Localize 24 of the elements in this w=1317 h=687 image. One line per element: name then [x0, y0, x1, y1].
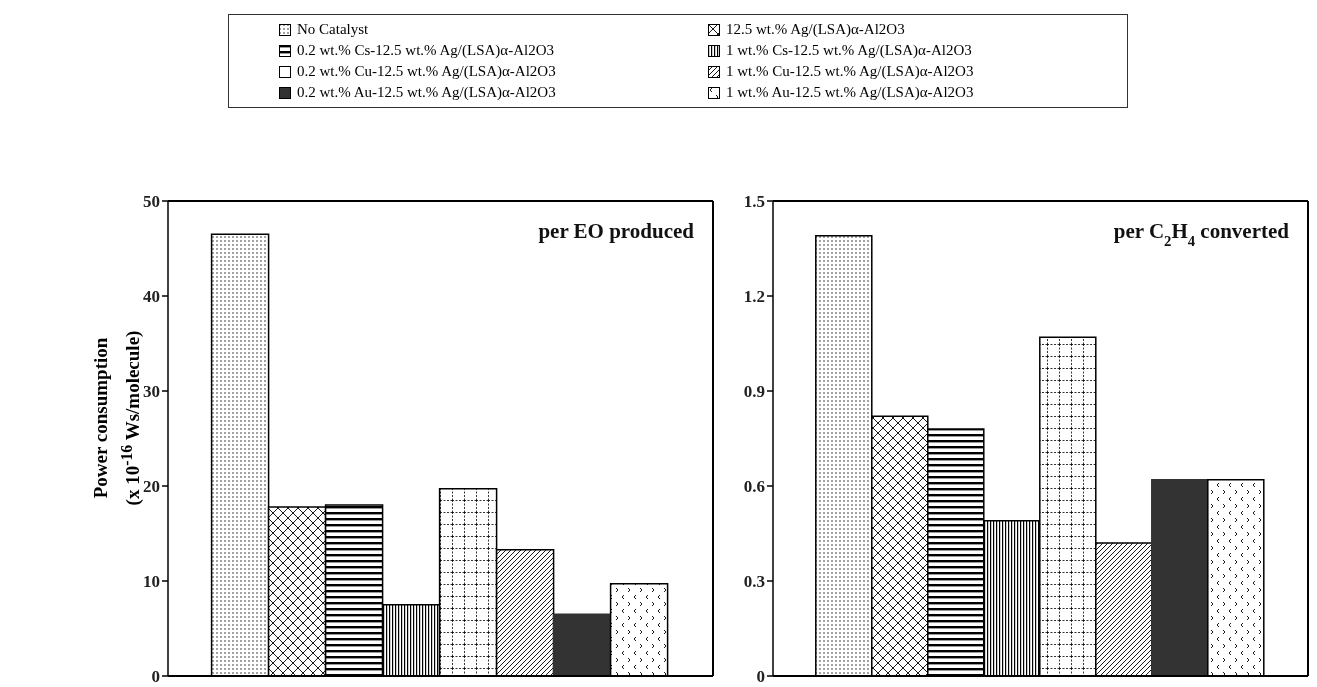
y-tick-label: 0	[151, 667, 160, 687]
annotation: per EO produced	[538, 219, 695, 243]
y-tick-label: 0.9	[743, 382, 765, 402]
y-tick-label: 0.3	[743, 572, 765, 592]
bar	[552, 613, 612, 676]
legend-label: 1 wt.% Au-12.5 wt.% Ag/(LSA)α-Al2O3	[726, 84, 974, 101]
legend-label: 0.2 wt.% Cu-12.5 wt.% Ag/(LSA)α-Al2O3	[297, 63, 556, 80]
legend-label: 1 wt.% Cu-12.5 wt.% Ag/(LSA)α-Al2O3	[726, 63, 974, 80]
legend-label: 1 wt.% Cs-12.5 wt.% Ag/(LSA)α-Al2O3	[726, 42, 972, 59]
annotation: per C$_{2}$H$_{4}$ converted	[1113, 219, 1290, 249]
y-tick-label: 0.6	[743, 477, 765, 497]
y-tick-label: 0	[756, 667, 765, 687]
y-tick-label: 20	[143, 477, 160, 497]
y-tick-label: 40	[143, 287, 160, 307]
y-tick-label: 10	[143, 572, 160, 592]
legend-label: 0.2 wt.% Au-12.5 wt.% Ag/(LSA)α-Al2O3	[297, 84, 556, 101]
y-tick-label: 30	[143, 382, 160, 402]
y-tick-label: 1.2	[743, 287, 765, 307]
y-tick-label: 50	[143, 192, 160, 212]
bar	[1151, 478, 1209, 676]
legend-label: 12.5 wt.% Ag/(LSA)α-Al2O3	[726, 21, 905, 38]
legend-label: No Catalyst	[297, 21, 369, 38]
legend-label: 0.2 wt.% Cs-12.5 wt.% Ag/(LSA)α-Al2O3	[297, 42, 555, 59]
y-tick-label: 1.5	[743, 192, 765, 212]
